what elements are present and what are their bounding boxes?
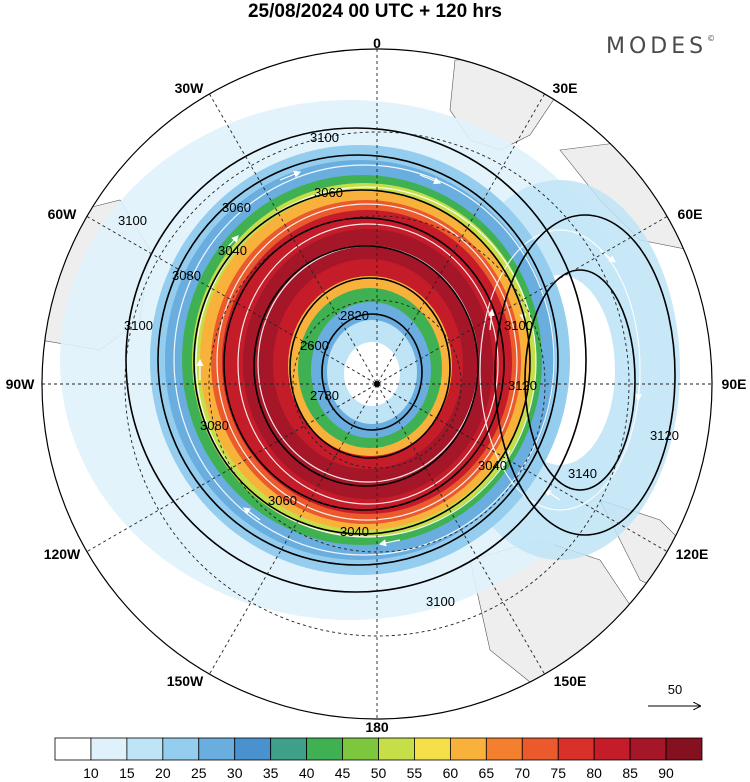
colorbar-tick-label: 45 [335,765,351,781]
colorbar-swatch [342,737,379,761]
contour-label: 3120 [508,378,537,393]
map-title: 25/08/2024 00 UTC + 120 hrs [247,1,503,22]
colorbar-tick-label: 75 [550,765,566,781]
colorbar-tick-label: 55 [407,765,423,781]
colorbar-tick-label: 30 [227,765,243,781]
lon-label-30e: 30E [553,80,578,96]
colorbar-swatch [557,737,595,761]
wind-streamlines [173,164,641,556]
contour-label: 3100 [118,213,147,228]
colorbar-tick-label: 85 [622,765,638,781]
colorbar: 10 15 20 25 30 35 40 45 50 55 60 65 70 75 80 85 90 [54,737,703,781]
lon-label-150w: 150W [167,673,204,689]
colorbar-swatch [234,737,272,761]
colorbar-tick-label: 80 [586,765,602,781]
colorbar-swatch [162,737,200,761]
map-disk [42,49,712,719]
colorbar-swatch [665,737,703,761]
colorbar-tick-label: 15 [119,765,135,781]
pole-marker [374,381,380,387]
contour-label: 3040 [478,458,507,473]
contour-label: 2780 [310,388,339,403]
contour-label: 3040 [218,243,247,258]
contour-label: 2820 [340,308,369,323]
colorbar-swatch [414,737,451,761]
contour-label: 3080 [172,268,201,283]
lon-label-120w: 120W [44,546,81,562]
contour-label: 3100 [426,594,455,609]
colorbar-swatch [378,737,415,761]
contour-label: 3060 [222,200,251,215]
colorbar-swatch [306,737,343,761]
reference-vector-label: 50 [668,682,682,697]
colorbar-swatch [126,737,164,761]
colorbar-tick-label: 25 [191,765,207,781]
colorbar-swatch [629,737,667,761]
modes-logo: MODES© [606,34,716,59]
lon-label-150e: 150E [554,673,587,689]
contour-label-group: 3100 3060 3060 3040 2820 2600 2780 3040 … [118,130,679,609]
contour-label: 3100 [504,318,533,333]
graticule [42,49,712,719]
contour-label: 3060 [268,493,297,508]
height-contours [125,127,676,593]
contour-label: 3120 [650,428,679,443]
colorbar-swatch [270,737,308,761]
lon-label-30w: 30W [175,80,205,96]
colorbar-swatch [521,737,559,761]
colorbar-swatch [449,737,487,761]
colorbar-tick-label: 10 [83,765,99,781]
colorbar-swatch [485,737,523,761]
contour-label: 3080 [200,418,229,433]
colorbar-tick-label: 50 [371,765,387,781]
contour-label: 3140 [568,466,597,481]
lon-label-60w: 60W [48,206,78,222]
colorbar-swatch [593,737,631,761]
map-boundary [41,48,713,720]
contour-label: 3100 [124,318,153,333]
contour-label: 3100 [310,130,339,145]
contour-label: 2600 [300,338,329,353]
wind-arrows [196,170,643,547]
colorbar-swatch [198,737,236,761]
lon-label-0: 0 [373,35,381,51]
colorbar-tick-label: 65 [479,765,495,781]
contour-label: 3040 [340,524,369,539]
colorbar-tick-label: 20 [155,765,171,781]
lon-label-90e: 90E [722,376,747,392]
colorbar-tick-label: 60 [443,765,459,781]
longitude-labels: 0 30E 60E 90E 120E 150E 180 150W 120W 90… [6,35,747,735]
lon-label-180: 180 [365,719,389,735]
reference-vector: 50 [648,682,700,706]
contour-label: 3060 [314,185,343,200]
colorbar-swatch [90,737,128,761]
colorbar-tick-label: 70 [514,765,530,781]
lon-label-60e: 60E [678,206,703,222]
colorbar-swatch [54,737,92,761]
colorbar-tick-label: 40 [299,765,315,781]
colorbar-tick-label: 35 [263,765,279,781]
lon-label-90w: 90W [6,376,36,392]
lon-label-120e: 120E [676,546,709,562]
colorbar-tick-label: 90 [658,765,674,781]
